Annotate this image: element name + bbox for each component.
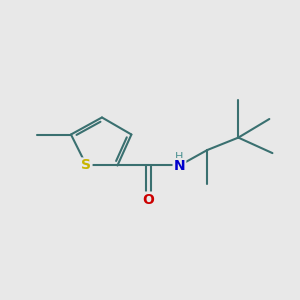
Text: N: N: [174, 159, 185, 173]
Text: O: O: [142, 193, 154, 207]
Text: S: S: [82, 158, 92, 172]
Text: H: H: [175, 152, 184, 162]
